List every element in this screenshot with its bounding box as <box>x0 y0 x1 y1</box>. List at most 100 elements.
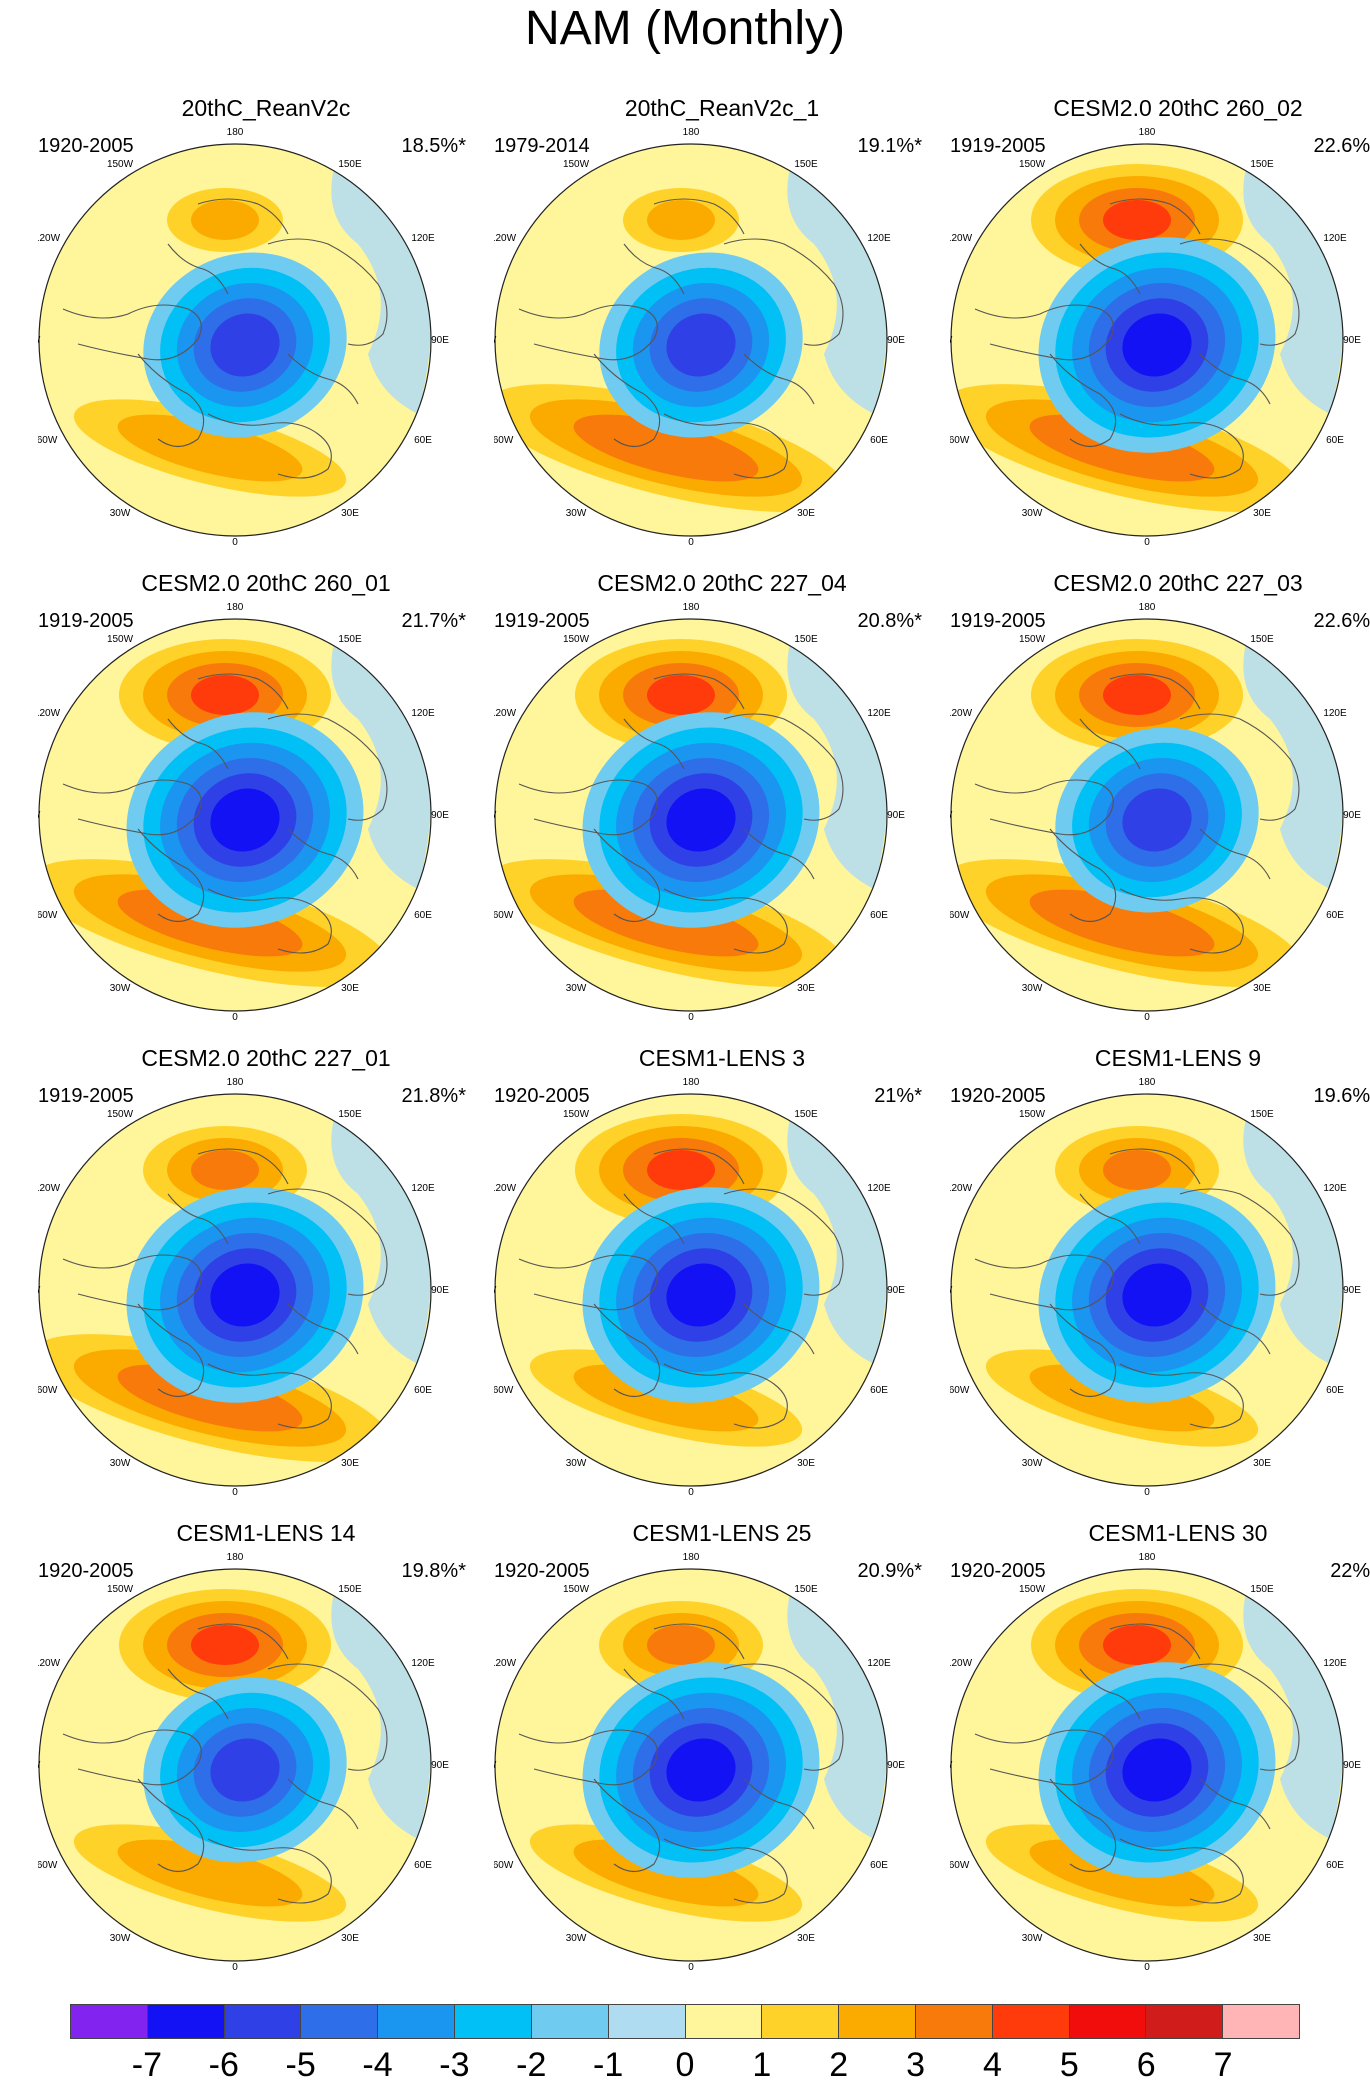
longitude-label: 30W <box>1022 983 1043 994</box>
pacific-positive-contour <box>1103 200 1171 240</box>
longitude-label: 120E <box>1323 233 1347 244</box>
longitude-label: 0 <box>688 1487 694 1498</box>
longitude-label: 30W <box>566 508 587 519</box>
longitude-label: 180 <box>227 1552 244 1563</box>
map-panel: CESM1-LENS 31920-200521%*1800150W150E120… <box>494 1044 950 1514</box>
colorbar-swatch <box>378 2005 455 2038</box>
longitude-label: 60E <box>414 1860 432 1871</box>
pacific-positive-contour <box>1103 1150 1171 1190</box>
colorbar <box>70 2004 1300 2039</box>
pacific-positive-contour <box>647 1150 715 1190</box>
longitude-label: 60W <box>950 910 970 921</box>
colorbar-swatch <box>71 2005 148 2038</box>
longitude-label: 60E <box>414 910 432 921</box>
longitude-label: 120E <box>1323 708 1347 719</box>
longitude-label: 0 <box>1144 1962 1150 1973</box>
longitude-label: 120E <box>867 233 891 244</box>
pacific-positive-contour <box>1103 675 1171 715</box>
longitude-label: 120W <box>950 233 973 244</box>
longitude-label: 150W <box>1019 1109 1046 1120</box>
longitude-label: 120E <box>411 1658 435 1669</box>
longitude-label: 150E <box>1250 1584 1274 1595</box>
longitude-label: 120W <box>38 233 61 244</box>
longitude-label: 60W <box>494 435 514 446</box>
longitude-label: 120E <box>1323 1658 1347 1669</box>
longitude-label: 120E <box>867 1658 891 1669</box>
pacific-positive-contour <box>191 1625 259 1665</box>
longitude-label: 150E <box>338 159 362 170</box>
colorbar-tick-label: -2 <box>501 2048 561 2082</box>
longitude-label: 60W <box>494 910 514 921</box>
polar-map: 1800150W150E120W120E90W90E60W60E30W30E <box>38 94 494 564</box>
longitude-label: 30E <box>1253 508 1271 519</box>
longitude-label: 60E <box>870 1385 888 1396</box>
colorbar-tick-label: 0 <box>655 2048 715 2082</box>
longitude-label: 60W <box>38 910 58 921</box>
longitude-label: 150E <box>338 1109 362 1120</box>
colorbar-swatch <box>916 2005 993 2038</box>
longitude-label: 0 <box>232 537 238 548</box>
colorbar-tick-label: 7 <box>1193 2048 1253 2082</box>
longitude-label: 120W <box>950 708 973 719</box>
pacific-positive-contour <box>647 1625 715 1665</box>
longitude-label: 150E <box>1250 1109 1274 1120</box>
colorbar-tick-label: 6 <box>1116 2048 1176 2082</box>
colorbar-tick-label: 1 <box>732 2048 792 2082</box>
longitude-label: 180 <box>227 602 244 613</box>
polar-map: 1800150W150E120W120E90W90E60W60E30W30E <box>494 569 950 1039</box>
polar-map: 1800150W150E120W120E90W90E60W60E30W30E <box>494 94 950 564</box>
longitude-label: 150E <box>338 1584 362 1595</box>
longitude-label: 90E <box>887 335 905 346</box>
longitude-label: 180 <box>227 127 244 138</box>
longitude-label: 150E <box>794 159 818 170</box>
polar-map: 1800150W150E120W120E90W90E60W60E30W30E <box>38 1519 494 1989</box>
longitude-label: 30W <box>566 1933 587 1944</box>
longitude-label: 180 <box>1139 602 1156 613</box>
longitude-label: 60W <box>38 1860 58 1871</box>
map-panel: CESM1-LENS 301920-200522%*1800150W150E12… <box>950 1519 1370 1989</box>
longitude-label: 30W <box>110 1458 131 1469</box>
longitude-label: 120E <box>411 233 435 244</box>
longitude-label: 90E <box>1343 1285 1361 1296</box>
polar-map: 1800150W150E120W120E90W90E60W60E30W30E <box>494 1519 950 1989</box>
longitude-label: 30E <box>797 1458 815 1469</box>
longitude-label: 30E <box>797 508 815 519</box>
longitude-label: 150E <box>794 634 818 645</box>
pacific-positive-contour <box>1103 1625 1171 1665</box>
colorbar-tick-label: -3 <box>424 2048 484 2082</box>
figure-title: NAM (Monthly) <box>0 0 1370 58</box>
colorbar-tick-label: -1 <box>578 2048 638 2082</box>
longitude-label: 180 <box>683 1077 700 1088</box>
polar-map: 1800150W150E120W120E90W90E60W60E30W30E <box>38 569 494 1039</box>
map-panel: CESM2.0 20thC 260_021919-200522.6%*18001… <box>950 94 1370 564</box>
colorbar-swatch <box>301 2005 378 2038</box>
colorbar-swatch <box>1070 2005 1147 2038</box>
longitude-label: 180 <box>683 602 700 613</box>
colorbar-tick-label: 3 <box>886 2048 946 2082</box>
longitude-label: 180 <box>227 1077 244 1088</box>
longitude-label: 120W <box>950 1658 973 1669</box>
longitude-label: 150W <box>107 1109 134 1120</box>
polar-map: 1800150W150E120W120E90W90E60W60E30W30E <box>950 94 1370 564</box>
longitude-label: 30W <box>110 1933 131 1944</box>
longitude-label: 120W <box>38 1658 61 1669</box>
longitude-label: 120W <box>494 233 517 244</box>
longitude-label: 30E <box>341 1458 359 1469</box>
longitude-label: 150E <box>1250 159 1274 170</box>
longitude-label: 60E <box>1326 910 1344 921</box>
longitude-label: 30E <box>341 508 359 519</box>
longitude-label: 120W <box>38 708 61 719</box>
longitude-label: 0 <box>232 1012 238 1023</box>
longitude-label: 120W <box>950 1183 973 1194</box>
longitude-label: 90E <box>1343 810 1361 821</box>
longitude-label: 180 <box>1139 1077 1156 1088</box>
pacific-positive-contour <box>191 1150 259 1190</box>
longitude-label: 120W <box>494 1183 517 1194</box>
colorbar-swatch <box>839 2005 916 2038</box>
longitude-label: 0 <box>232 1487 238 1498</box>
longitude-label: 60E <box>1326 1385 1344 1396</box>
